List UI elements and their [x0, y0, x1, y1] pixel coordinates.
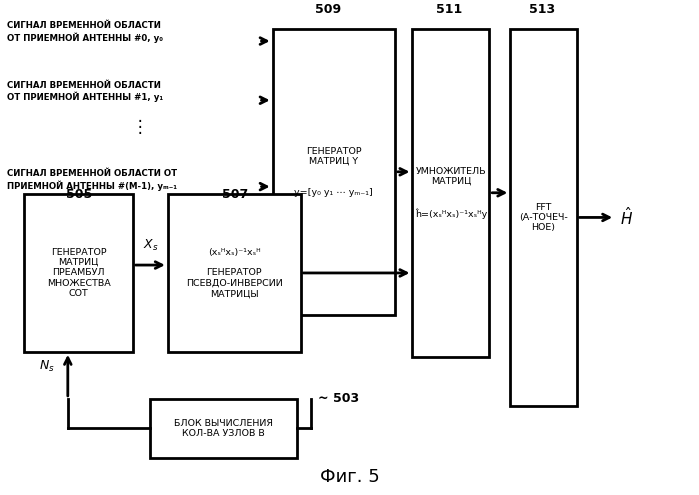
Text: $\hat{H}$: $\hat{H}$ — [620, 206, 633, 228]
Text: 513: 513 — [529, 3, 556, 16]
Text: ~ 503: ~ 503 — [318, 392, 359, 405]
Text: Фиг. 5: Фиг. 5 — [319, 468, 380, 486]
Bar — [510, 29, 577, 406]
Text: ⋮: ⋮ — [131, 118, 148, 137]
Text: 509: 509 — [315, 3, 342, 16]
Text: (xₛᴴxₛ)⁻¹xₛᴴ

ГЕНЕРАТОР
ПСЕВДО-ИНВЕРСИИ
МАТРИЦЫ: (xₛᴴxₛ)⁻¹xₛᴴ ГЕНЕРАТОР ПСЕВДО-ИНВЕРСИИ М… — [186, 248, 282, 298]
Text: ГЕНЕРАТОР
МАТРИЦ Y


y=[y₀ y₁ ⋯ yₘ₋₁]: ГЕНЕРАТОР МАТРИЦ Y y=[y₀ y₁ ⋯ yₘ₋₁] — [294, 147, 373, 197]
Text: УМНОЖИТЕЛЬ
МАТРИЦ


ĥ=(xₛᴴxₛ)⁻¹xₛᴴy: УМНОЖИТЕЛЬ МАТРИЦ ĥ=(xₛᴴxₛ)⁻¹xₛᴴy — [415, 167, 487, 219]
Text: ГЕНЕРАТОР
МАТРИЦ
ПРЕАМБУЛ
МНОЖЕСТВА
СОТ: ГЕНЕРАТОР МАТРИЦ ПРЕАМБУЛ МНОЖЕСТВА СОТ — [47, 248, 110, 298]
Text: СИГНАЛ ВРЕМЕННОЙ ОБЛАСТИ
ОТ ПРИЕМНОЙ АНТЕННЫ #0, y₀: СИГНАЛ ВРЕМЕННОЙ ОБЛАСТИ ОТ ПРИЕМНОЙ АНТ… — [7, 21, 163, 43]
Bar — [150, 399, 297, 458]
Text: $N_s$: $N_s$ — [40, 359, 55, 374]
Bar — [412, 29, 489, 357]
Text: FFT
(А-ТОЧЕЧ-
НОЕ): FFT (А-ТОЧЕЧ- НОЕ) — [519, 202, 568, 232]
Text: $X_s$: $X_s$ — [143, 238, 158, 253]
Text: 505: 505 — [66, 189, 92, 201]
Text: СИГНАЛ ВРЕМЕННОЙ ОБЛАСТИ ОТ
ПРИЕМНОЙ АНТЕННЫ #(M-1), yₘ₋₁: СИГНАЛ ВРЕМЕННОЙ ОБЛАСТИ ОТ ПРИЕМНОЙ АНТ… — [7, 169, 177, 191]
Text: БЛОК ВЫЧИСЛЕНИЯ
КОЛ-ВА УЗЛОВ B: БЛОК ВЫЧИСЛЕНИЯ КОЛ-ВА УЗЛОВ B — [174, 419, 273, 438]
Text: 511: 511 — [435, 3, 462, 16]
Text: СИГНАЛ ВРЕМЕННОЙ ОБЛАСТИ
ОТ ПРИЕМНОЙ АНТЕННЫ #1, y₁: СИГНАЛ ВРЕМЕННОЙ ОБЛАСТИ ОТ ПРИЕМНОЙ АНТ… — [7, 81, 164, 101]
Bar — [168, 194, 301, 352]
Bar — [24, 194, 133, 352]
Text: 507: 507 — [222, 189, 248, 201]
Bar — [273, 29, 395, 315]
